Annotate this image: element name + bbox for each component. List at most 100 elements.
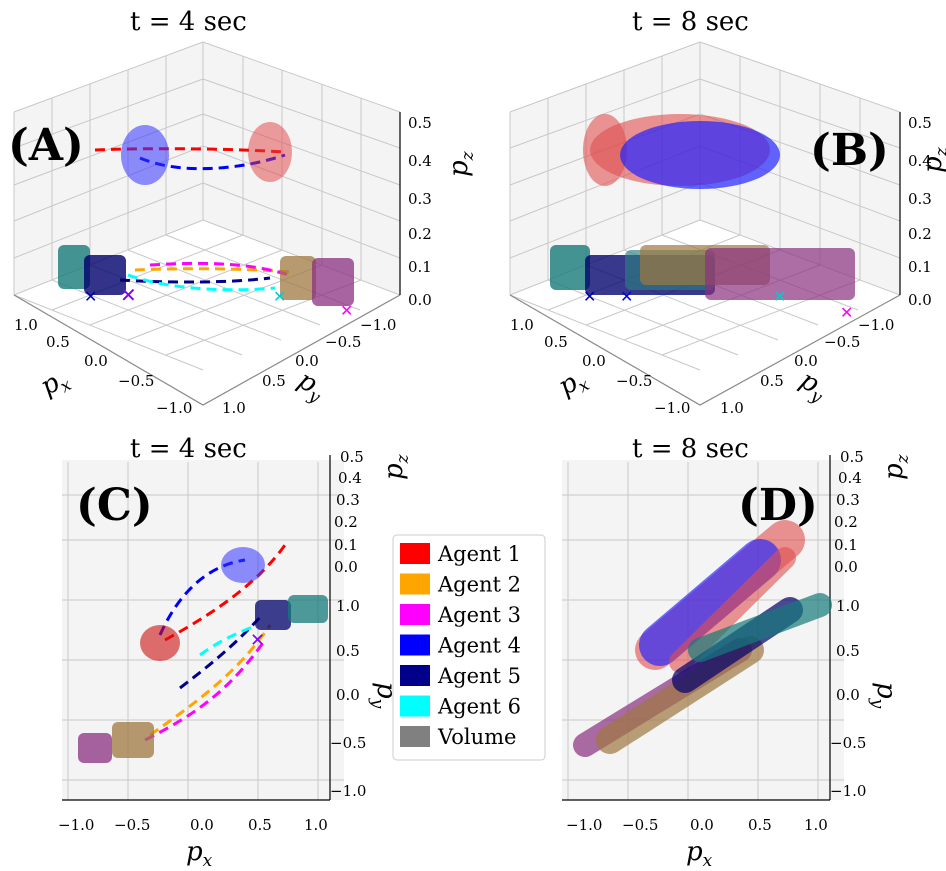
c-xtick-2: 0.0 bbox=[190, 816, 214, 834]
a-ztick-0: 0.0 bbox=[408, 291, 432, 309]
a-xtick-2: 0.0 bbox=[84, 352, 108, 370]
b-ytick-0: −1.0 bbox=[858, 316, 894, 334]
c-panel-label: (C) bbox=[76, 480, 153, 531]
legend: Agent 1 Agent 2 Agent 3 Agent 4 Agent 5 Agent… bbox=[392, 534, 546, 761]
b-vol-agent-3 bbox=[705, 248, 855, 300]
a-ztick-4: 0.4 bbox=[408, 152, 432, 170]
d-ztick-4: 0.1 bbox=[834, 536, 858, 554]
c-ztick-3: 0.2 bbox=[334, 513, 358, 531]
d-xtick-2: 0.0 bbox=[690, 816, 714, 834]
d-xtick-1: −0.5 bbox=[622, 816, 658, 834]
a-xlabel: px bbox=[35, 363, 75, 406]
panel-a: 0.0 0.1 0.2 0.3 0.4 0.5 1.0 0.5 0.0 −0.5… bbox=[8, 7, 478, 417]
b-ylabel: py bbox=[793, 365, 833, 408]
c-title: t = 4 sec bbox=[130, 434, 247, 464]
b-vol-agent-6 bbox=[550, 245, 590, 290]
a-ytick-1: −0.5 bbox=[325, 333, 361, 351]
d-zlabel: pz bbox=[879, 453, 913, 480]
b-ytick-4: 1.0 bbox=[720, 399, 744, 417]
b-goal-marker: ✕ bbox=[620, 287, 633, 306]
panel-c: −1.0 −0.5 0.0 0.5 1.0 1.0 0.5 0.0 −0.5 −… bbox=[58, 434, 413, 871]
a-ztick-3: 0.3 bbox=[408, 190, 432, 208]
a-goal-marker: ✕ bbox=[84, 287, 97, 306]
c-vol-agent-4 bbox=[221, 547, 265, 583]
a-panel-label: (A) bbox=[8, 120, 84, 171]
legend-swatch bbox=[400, 634, 430, 656]
a-ytick-4: 1.0 bbox=[222, 399, 246, 417]
legend-swatch bbox=[400, 726, 430, 747]
b-ytick-1: −0.5 bbox=[824, 333, 860, 351]
legend-label: Agent 4 bbox=[437, 634, 521, 658]
d-ytick-4: −1.0 bbox=[830, 782, 866, 800]
a-xtick-4: −1.0 bbox=[156, 399, 192, 417]
d-xlabel: px bbox=[686, 837, 713, 867]
b-xtick-2: 0.0 bbox=[582, 352, 606, 370]
c-ytick-0: 1.0 bbox=[336, 597, 360, 615]
a-title: t = 4 sec bbox=[130, 7, 247, 37]
d-ytick-0: 1.0 bbox=[836, 597, 860, 615]
c-vol-agent-3 bbox=[78, 733, 112, 763]
d-ztick-2: 0.3 bbox=[836, 491, 860, 509]
b-ztick-2: 0.2 bbox=[908, 225, 932, 243]
d-ytick-1: 0.5 bbox=[836, 642, 860, 660]
d-ztick-5: 0.0 bbox=[834, 558, 858, 576]
c-traj-agent-2 bbox=[149, 624, 272, 737]
b-zlabel: pz bbox=[918, 146, 946, 173]
legend-label: Agent 1 bbox=[437, 542, 521, 566]
legend-swatch bbox=[400, 665, 430, 686]
a-traj-agent-5 bbox=[119, 276, 271, 284]
b-ytick-3: 0.5 bbox=[760, 372, 784, 390]
legend-label: Agent 5 bbox=[437, 664, 521, 688]
a-vol-agent-6 bbox=[58, 245, 90, 289]
d-ytick-2: 0.0 bbox=[836, 686, 860, 704]
d-ztick-3: 0.2 bbox=[834, 513, 858, 531]
a-ytick-0: −1.0 bbox=[360, 316, 396, 334]
legend-swatch bbox=[400, 604, 430, 625]
a-vol-agent-2 bbox=[280, 256, 316, 300]
a-xtick-3: −0.5 bbox=[118, 372, 154, 390]
b-panel-label: (B) bbox=[810, 125, 889, 176]
c-vol-agent-2 bbox=[112, 722, 154, 758]
d-ztick-0: 0.5 bbox=[840, 448, 864, 466]
b-vol-agent-4 bbox=[620, 121, 780, 189]
c-xlabel: px bbox=[186, 837, 213, 867]
c-ztick-2: 0.3 bbox=[336, 491, 360, 509]
legend-label: Agent 2 bbox=[437, 573, 521, 597]
c-traj-agent-1 bbox=[164, 544, 287, 642]
a-goal-marker: ✕ bbox=[273, 287, 286, 306]
a-zlabel: pz bbox=[444, 150, 478, 177]
b-ztick-4: 0.4 bbox=[908, 152, 932, 170]
a-vol-agent-3 bbox=[312, 258, 354, 306]
c-vol-agent-6 bbox=[288, 595, 328, 623]
c-ztick-5: 0.0 bbox=[334, 558, 358, 576]
a-vol-agent-1 bbox=[248, 122, 292, 182]
c-goal-marker: ✕ bbox=[250, 630, 265, 651]
c-vol-agent-1 bbox=[140, 625, 180, 661]
legend-label: Agent 6 bbox=[437, 695, 521, 719]
c-ytick-3: −0.5 bbox=[330, 734, 366, 752]
d-xtick-4: 1.0 bbox=[804, 816, 828, 834]
c-ytick-4: −1.0 bbox=[330, 782, 366, 800]
b-ztick-3: 0.3 bbox=[908, 190, 932, 208]
b-ztick-1: 0.1 bbox=[908, 258, 932, 276]
legend-label: Agent 3 bbox=[437, 603, 521, 627]
a-ztick-2: 0.2 bbox=[408, 225, 432, 243]
c-ztick-1: 0.4 bbox=[338, 469, 362, 487]
a-ytick-2: 0.0 bbox=[295, 352, 319, 370]
b-xtick-1: 0.5 bbox=[544, 333, 568, 351]
panel-b: 0.0 0.1 0.2 0.3 0.4 0.5 1.0 0.5 0.0 −0.5… bbox=[509, 7, 946, 417]
d-vol-agent-6 bbox=[688, 593, 832, 662]
d-xtick-3: 0.5 bbox=[748, 816, 772, 834]
c-traj-agent-6 bbox=[199, 624, 256, 657]
legend-label: Volume bbox=[437, 725, 516, 749]
d-xtick-0: −1.0 bbox=[566, 816, 602, 834]
b-title: t = 8 sec bbox=[632, 7, 749, 37]
b-goal-marker: ✕ bbox=[583, 287, 596, 306]
c-traj-agent-5 bbox=[179, 613, 264, 690]
c-xtick-1: −0.5 bbox=[114, 816, 150, 834]
d-ztick-1: 0.4 bbox=[838, 469, 862, 487]
c-traj-agent-4 bbox=[158, 558, 246, 636]
a-goal-marker: ✕ bbox=[340, 301, 353, 320]
a-traj-agent-3 bbox=[149, 261, 293, 278]
